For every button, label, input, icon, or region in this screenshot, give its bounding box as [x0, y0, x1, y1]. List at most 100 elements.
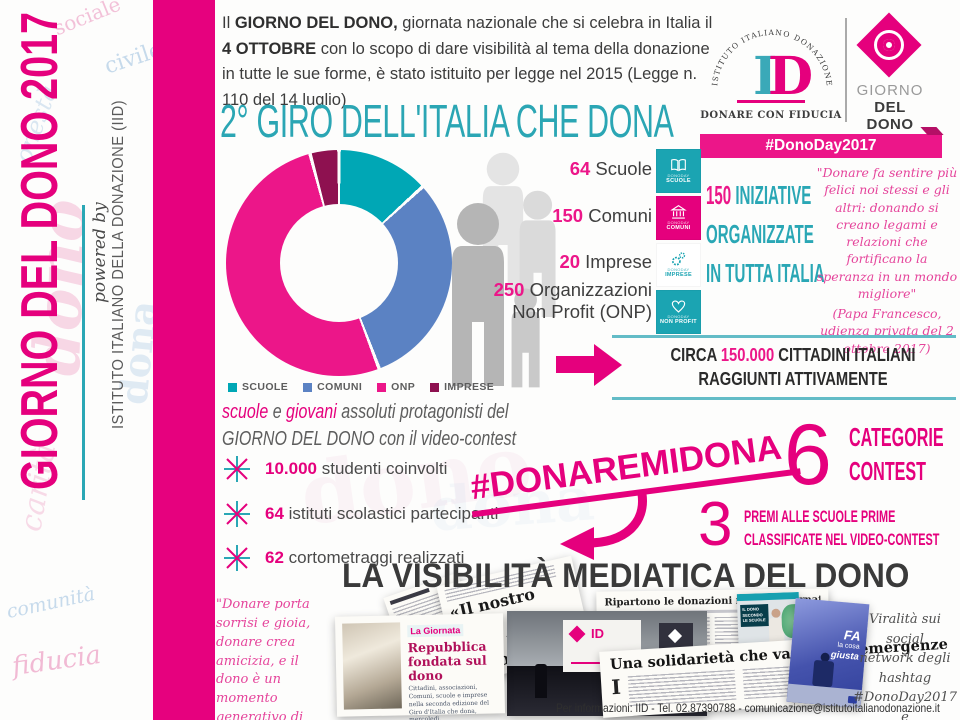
bullet-label: cortometraggi realizzati — [283, 548, 465, 567]
stat-label: Comuni — [583, 205, 652, 226]
legend-item-imprese: IMPRESE — [430, 381, 494, 393]
gdd-logo-line2: DEL DONO — [866, 99, 914, 133]
stat-value: 150 — [552, 205, 584, 226]
people-silhouettes-illustration — [452, 152, 556, 388]
stat-onp: 250 Organizzazioni Non Profit (ONP) — [452, 279, 652, 323]
iid-logo: ISTITUTO ITALIANO DONAZIONE I D — [703, 6, 841, 110]
initiatives-number: 150 — [706, 180, 732, 210]
intro-bold-giorno: GIORNO DEL DONO, — [234, 14, 398, 32]
initiatives-block: 150 INIZIATIVE ORGANIZZATE IN TUTTA ITAL… — [706, 176, 825, 293]
social-virality-note: Viralità sui social network degli hashta… — [851, 610, 959, 720]
bullet-label: istituti scolastici partecipanti — [283, 504, 499, 523]
bullet-number: 10.000 — [265, 459, 317, 478]
giorno-del-dono-logo-icon — [856, 12, 922, 78]
bullet-studenti: 10.000 studenti coinvolti — [224, 456, 447, 482]
legend-item-comuni: COMUNI — [303, 381, 362, 393]
legend-swatch — [430, 382, 440, 392]
intro-text: con lo scopo di dare visibilità al tema … — [222, 39, 710, 109]
stat-imprese: 20 Imprese — [452, 251, 652, 273]
tile-kicker: DONODAY — [667, 313, 690, 319]
ribbon-fold — [920, 127, 944, 135]
bullet-istituti: 64 istituti scolastici partecipanti — [224, 501, 498, 527]
divider-line-top — [612, 335, 956, 338]
contest-number-3: 3 — [698, 490, 733, 559]
tile-kicker: DONODAY — [667, 220, 690, 226]
stat-line: 250 Organizzazioni — [452, 279, 652, 301]
pope-photo — [342, 622, 402, 710]
social-line: #DonoDay2017 e — [853, 690, 957, 720]
protagonists-line1: scuole e giovani assoluti protagonisti d… — [222, 399, 516, 426]
person-silhouette — [535, 664, 547, 698]
reach-statement: CIRCA 150.000 CITTADINI ITALIANI RAGGIUN… — [656, 343, 930, 392]
legend-label: COMUNI — [317, 381, 363, 393]
diamond-logo-icon — [568, 625, 586, 643]
logo-divider — [845, 18, 847, 122]
iid-monogram-d: D — [768, 46, 813, 107]
article-kicker: La Giornata — [407, 624, 464, 638]
tile-donoday-nonprofit: DONODAY NON PROFIT — [656, 290, 701, 334]
bank-icon — [670, 205, 687, 219]
contest-categorie: CATEGORIE — [849, 422, 944, 452]
protag-text: assoluti protagonisti del — [336, 401, 509, 423]
tile-label: IMPRESE — [665, 272, 692, 279]
bullet-text: 64 istituti scolastici partecipanti — [265, 504, 498, 524]
initiatives-line2: ORGANIZZATE — [706, 219, 814, 249]
stat-label2: Non Profit (ONP) — [512, 301, 652, 323]
gdd-logo-line1: GIORNO — [856, 82, 924, 99]
footer-contact: Per informazioni: IID - Tel. 02.87390788… — [556, 701, 940, 715]
stat-value: 250 — [493, 279, 525, 300]
intro-text: giornata nazionale che si celebra in Ita… — [397, 14, 713, 32]
tile-label: COMUNI — [666, 225, 691, 232]
legend-swatch — [377, 382, 387, 392]
sidebar-divider — [81, 205, 85, 500]
quote-attribution: (Papa Francesco, udienza privata del 2 o… — [820, 306, 954, 356]
stat-label: Scuole — [590, 158, 652, 179]
legend-swatch — [303, 382, 313, 392]
premi-line2: CLASSIFICATE NEL VIDEO-CONTEST — [744, 530, 940, 549]
stat-comuni: 150 Comuni — [452, 205, 652, 227]
tile-kicker: DONODAY — [667, 172, 690, 178]
article-column: La Giornata Repubblica fondata sul dono … — [407, 619, 499, 720]
chart-legend: SCUOLE COMUNI ONP IMPRESE — [228, 381, 494, 393]
tile-donoday-scuole: DONODAY SCUOLE — [656, 149, 701, 193]
media-section-title: LA VISIBILITÀ MEDIATICA DEL DONO — [342, 557, 910, 595]
reach-arrow-head — [594, 344, 622, 386]
divider-line-bottom — [612, 397, 956, 400]
page-title: 2° GIRO DELL'ITALIA CHE DONA — [220, 95, 674, 147]
tv-person-head — [771, 608, 781, 618]
donut-chart — [226, 150, 452, 376]
social-line: hashtag — [878, 670, 932, 686]
highlight-giovani: giovani — [286, 401, 337, 423]
social-line: network degli — [859, 651, 951, 666]
bullet-text: 62 cortometraggi realizzati — [265, 548, 464, 568]
stat-label: Organizzazioni — [524, 279, 652, 300]
initiatives-text: INIZIATIVE — [731, 180, 812, 210]
reach-arrow-icon — [556, 356, 594, 373]
legend-swatch — [228, 382, 237, 392]
protagonists-heading: scuole e giovani assoluti protagonisti d… — [222, 399, 516, 453]
bullet-text: 10.000 studenti coinvolti — [265, 459, 447, 479]
sidebar-accent-bar — [153, 0, 215, 720]
asterisk-icon — [224, 456, 250, 482]
stat-scuole: 64 Scuole — [452, 158, 652, 180]
sidebar: GIORNO DEL DONO 2017 powered by ISTITUTO… — [0, 12, 151, 685]
social-line: Viralità sui social — [869, 612, 941, 647]
bullet-number: 64 — [265, 504, 284, 523]
iid-monogram-i: I — [753, 46, 777, 107]
tile-kicker: DONODAY — [667, 267, 690, 273]
reach-number: 150.000 — [720, 345, 775, 365]
tv-caption-line: LE SCUOLE — [742, 617, 766, 624]
asterisk-icon — [224, 501, 250, 527]
legend-item-scuole: SCUOLE — [228, 381, 288, 393]
bullet-number: 62 — [265, 548, 284, 567]
heart-icon — [671, 300, 686, 313]
intro-paragraph: Il GIORNO DEL DONO, giornata nazionale c… — [222, 11, 716, 113]
reach-line2: RAGGIUNTI ATTIVAMENTE — [698, 369, 888, 390]
asterisk-icon — [224, 545, 250, 571]
reach-text: CITTADINI ITALIANI — [774, 345, 916, 365]
intro-text: Il — [222, 14, 235, 32]
contest-number-6: 6 — [784, 407, 832, 503]
tv-person-body — [812, 659, 835, 688]
tile-label: SCUOLE — [666, 177, 691, 184]
